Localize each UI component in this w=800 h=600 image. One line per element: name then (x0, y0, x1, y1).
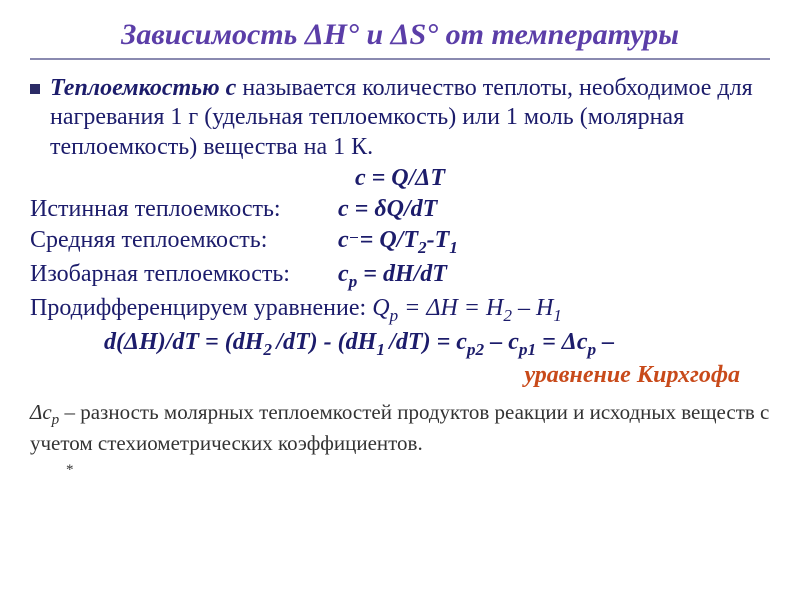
footnote: Δсp – разность молярных теплоемкостей пр… (30, 399, 770, 456)
avg-bar (350, 237, 358, 238)
definition-text: Теплоемкостью с называется количество те… (50, 74, 770, 162)
bullet-icon (30, 84, 40, 94)
asterisk: * (66, 462, 770, 479)
iso-heat-line: Изобарная теплоемкость: ср = dH/dT (30, 260, 770, 292)
definition-term: Теплоемкостью с (50, 75, 236, 101)
title-text: Зависимость ΔН° и ΔS° от температуры (121, 18, 679, 51)
diff-line: Продифференцируем уравнение: Qр = ΔН = Н… (30, 294, 770, 326)
avg-label: Средняя теплоемкость: (30, 226, 332, 255)
definition-block: Теплоемкостью с называется количество те… (30, 74, 770, 162)
diff-eq: Qр = ΔН = Н2 – Н1 (372, 295, 562, 321)
true-label: Истинная теплоемкость: (30, 195, 332, 224)
footnote-sym: Δсp (30, 400, 59, 424)
diff-label: Продифференцируем уравнение: (30, 295, 372, 321)
iso-label: Изобарная теплоемкость: (30, 260, 332, 289)
footnote-rest: – разность молярных теплоемкостей продук… (30, 400, 769, 455)
kirchhoff-eq: d(ΔН)/dT = (dH2 /dT) - (dH1 /dT) = cp2 –… (30, 328, 770, 360)
true-heat-line: Истинная теплоемкость: с = δQ/dT (30, 195, 770, 224)
avg-heat-line: Средняя теплоемкость: с= Q/T2-T1 (30, 226, 770, 258)
true-eq: с = δQ/dT (338, 196, 437, 222)
slide-title: Зависимость ΔН° и ΔS° от температуры (30, 18, 770, 60)
eq-c: с = Q/ΔT (30, 164, 770, 193)
kirchhoff-name: уравнение Кирхгофа (30, 362, 770, 389)
avg-eq: с= Q/T2-T1 (338, 227, 458, 253)
iso-eq: ср = dH/dT (338, 261, 447, 287)
